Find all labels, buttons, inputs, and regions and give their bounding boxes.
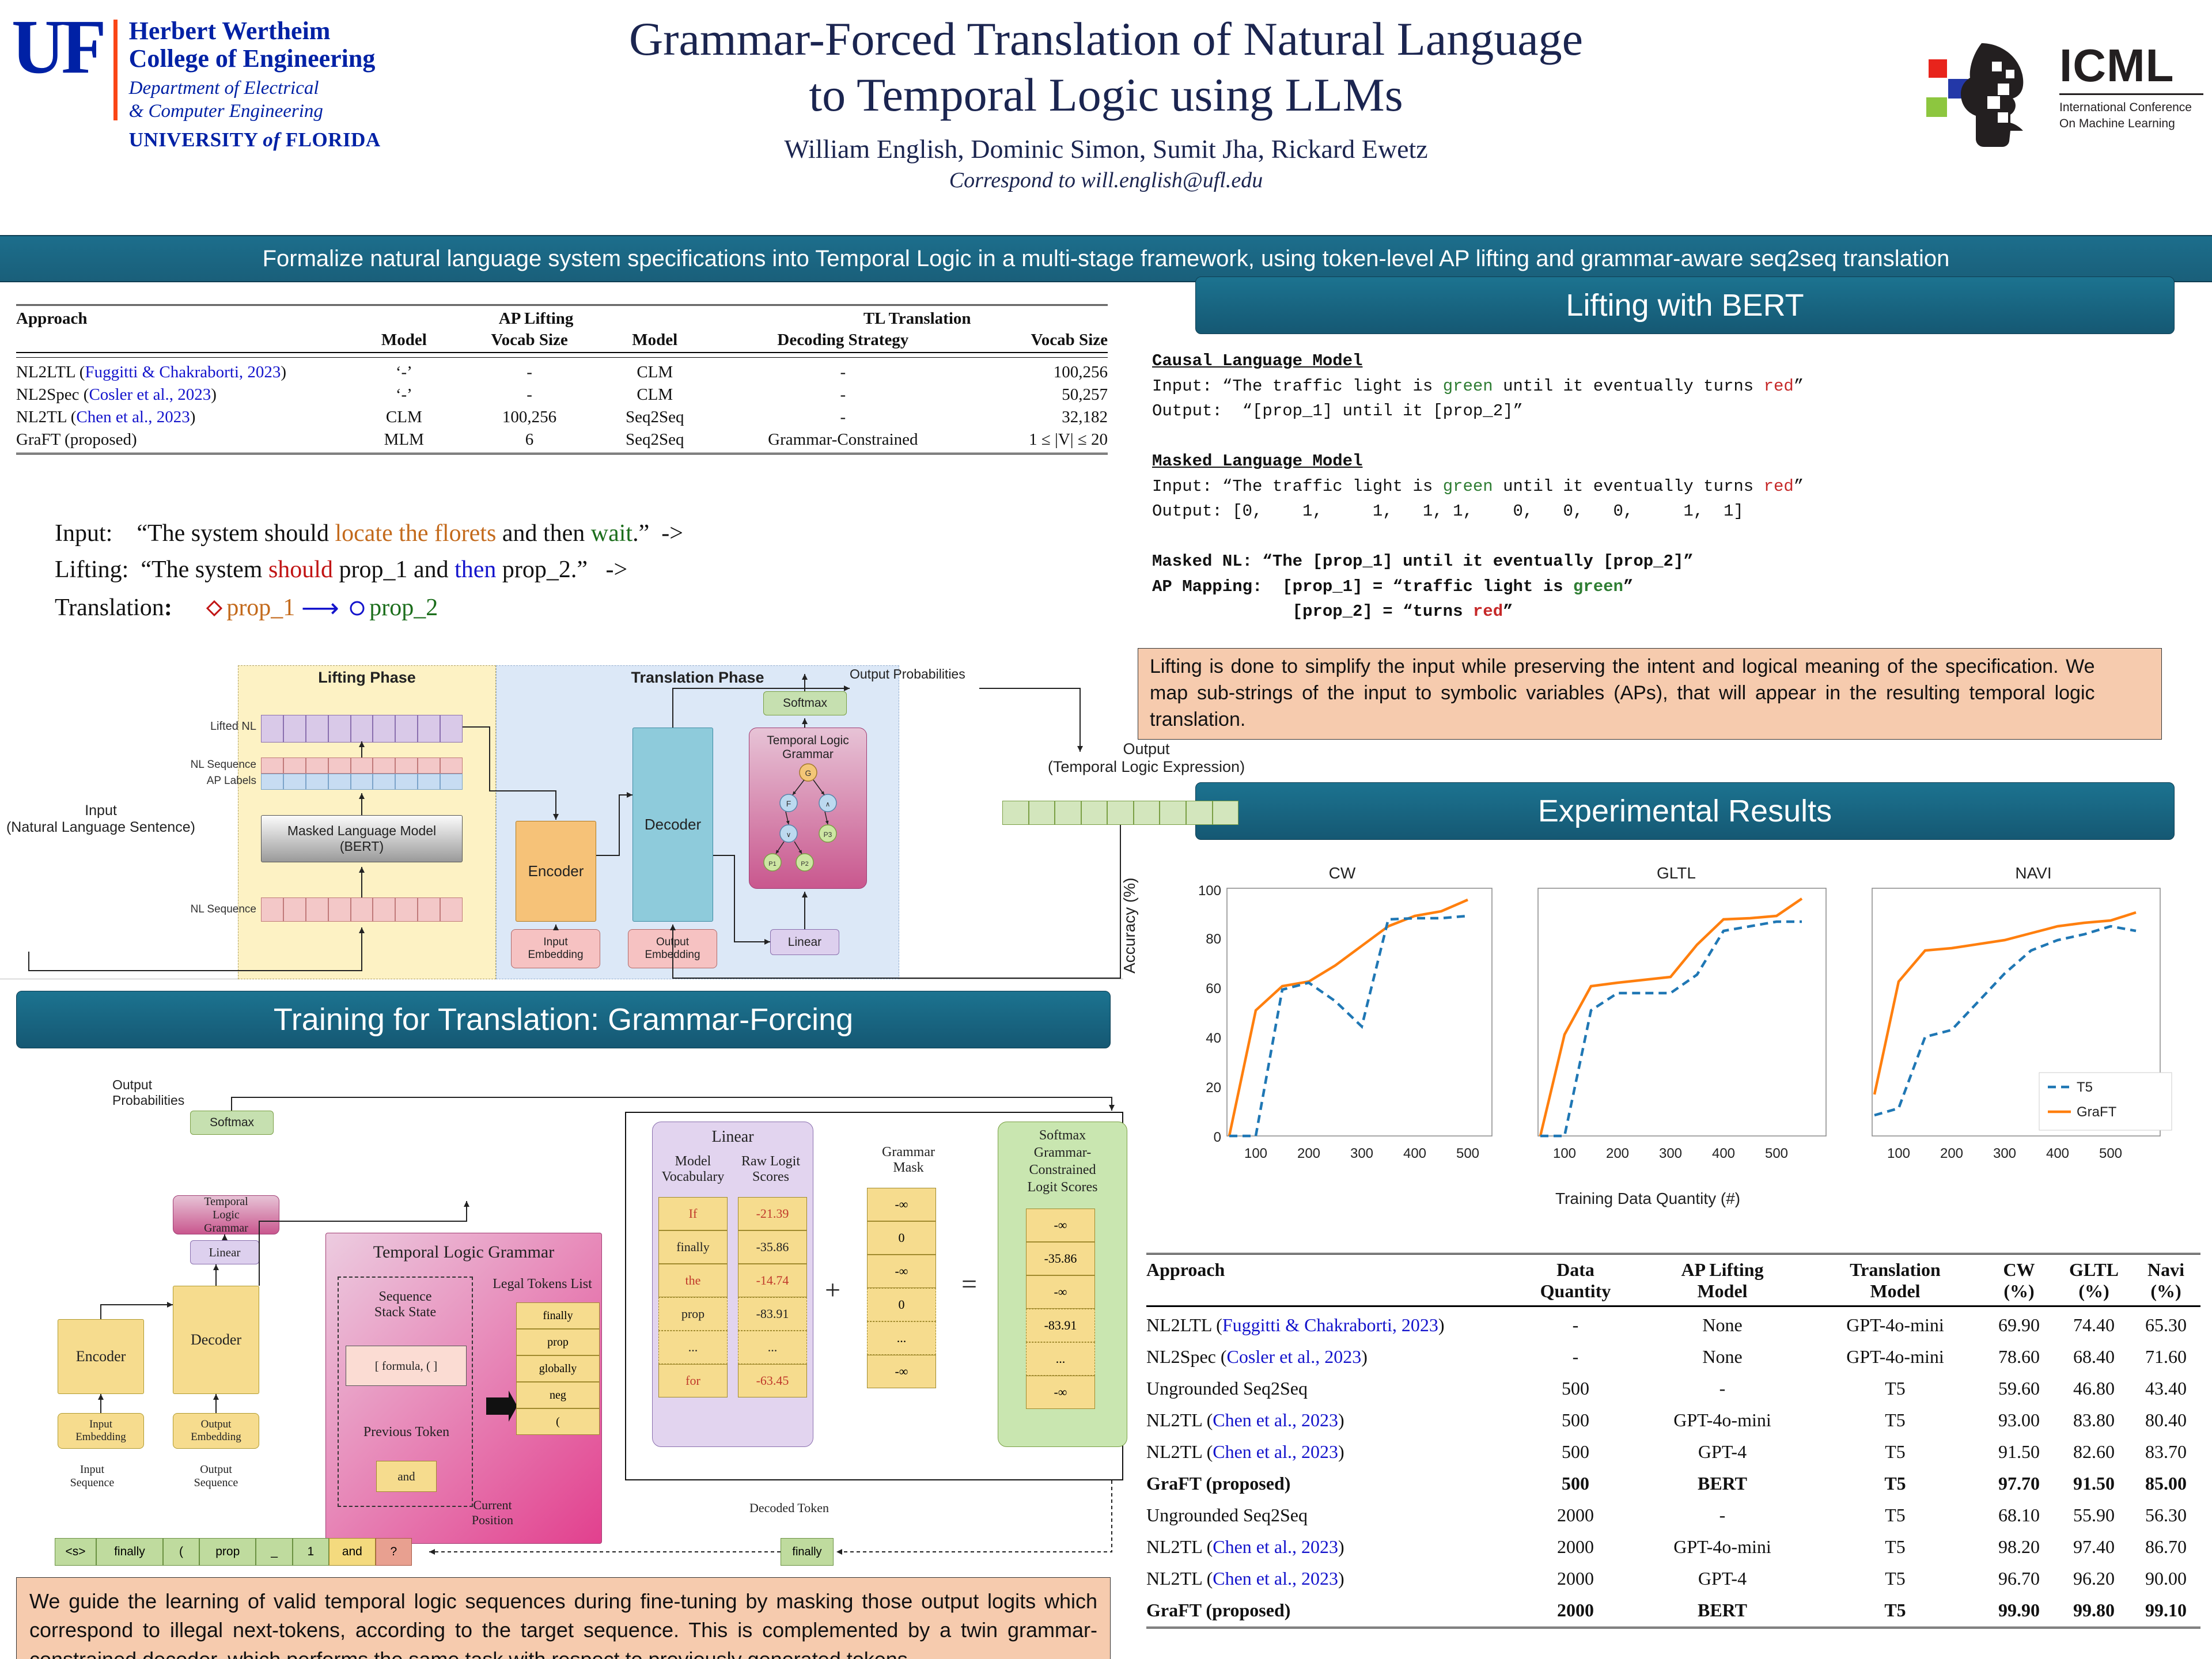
svg-text:GraFT: GraFT [2077,1104,2117,1120]
svg-text:500: 500 [1765,1146,1788,1161]
svg-text:60: 60 [1206,981,1221,997]
svg-text:100: 100 [1553,1146,1576,1161]
svg-text:0: 0 [1214,1130,1221,1145]
svg-text:400: 400 [2046,1146,2069,1161]
svg-text:P1: P1 [768,861,776,868]
svg-text:F: F [786,799,791,808]
svg-text:400: 400 [1712,1146,1735,1161]
svg-text:300: 300 [1659,1146,1682,1161]
svg-text:500: 500 [2099,1146,2122,1161]
svg-text:200: 200 [1297,1146,1320,1161]
svg-text:300: 300 [1350,1146,1373,1161]
svg-text:500: 500 [1456,1146,1479,1161]
svg-text:200: 200 [1606,1146,1629,1161]
svg-text:80: 80 [1206,931,1221,947]
svg-text:T5: T5 [2077,1080,2093,1095]
svg-text:400: 400 [1403,1146,1426,1161]
svg-text:300: 300 [1993,1146,2016,1161]
svg-text:40: 40 [1206,1031,1221,1046]
svg-text:200: 200 [1940,1146,1963,1161]
svg-text:P2: P2 [801,861,808,868]
svg-text:∧: ∧ [825,800,831,808]
svg-text:G: G [805,768,812,778]
svg-text:100: 100 [1887,1146,1910,1161]
svg-text:∨: ∨ [786,831,791,839]
svg-text:100: 100 [1198,883,1221,899]
svg-text:P3: P3 [824,831,832,839]
svg-text:20: 20 [1206,1080,1221,1096]
svg-text:100: 100 [1244,1146,1267,1161]
